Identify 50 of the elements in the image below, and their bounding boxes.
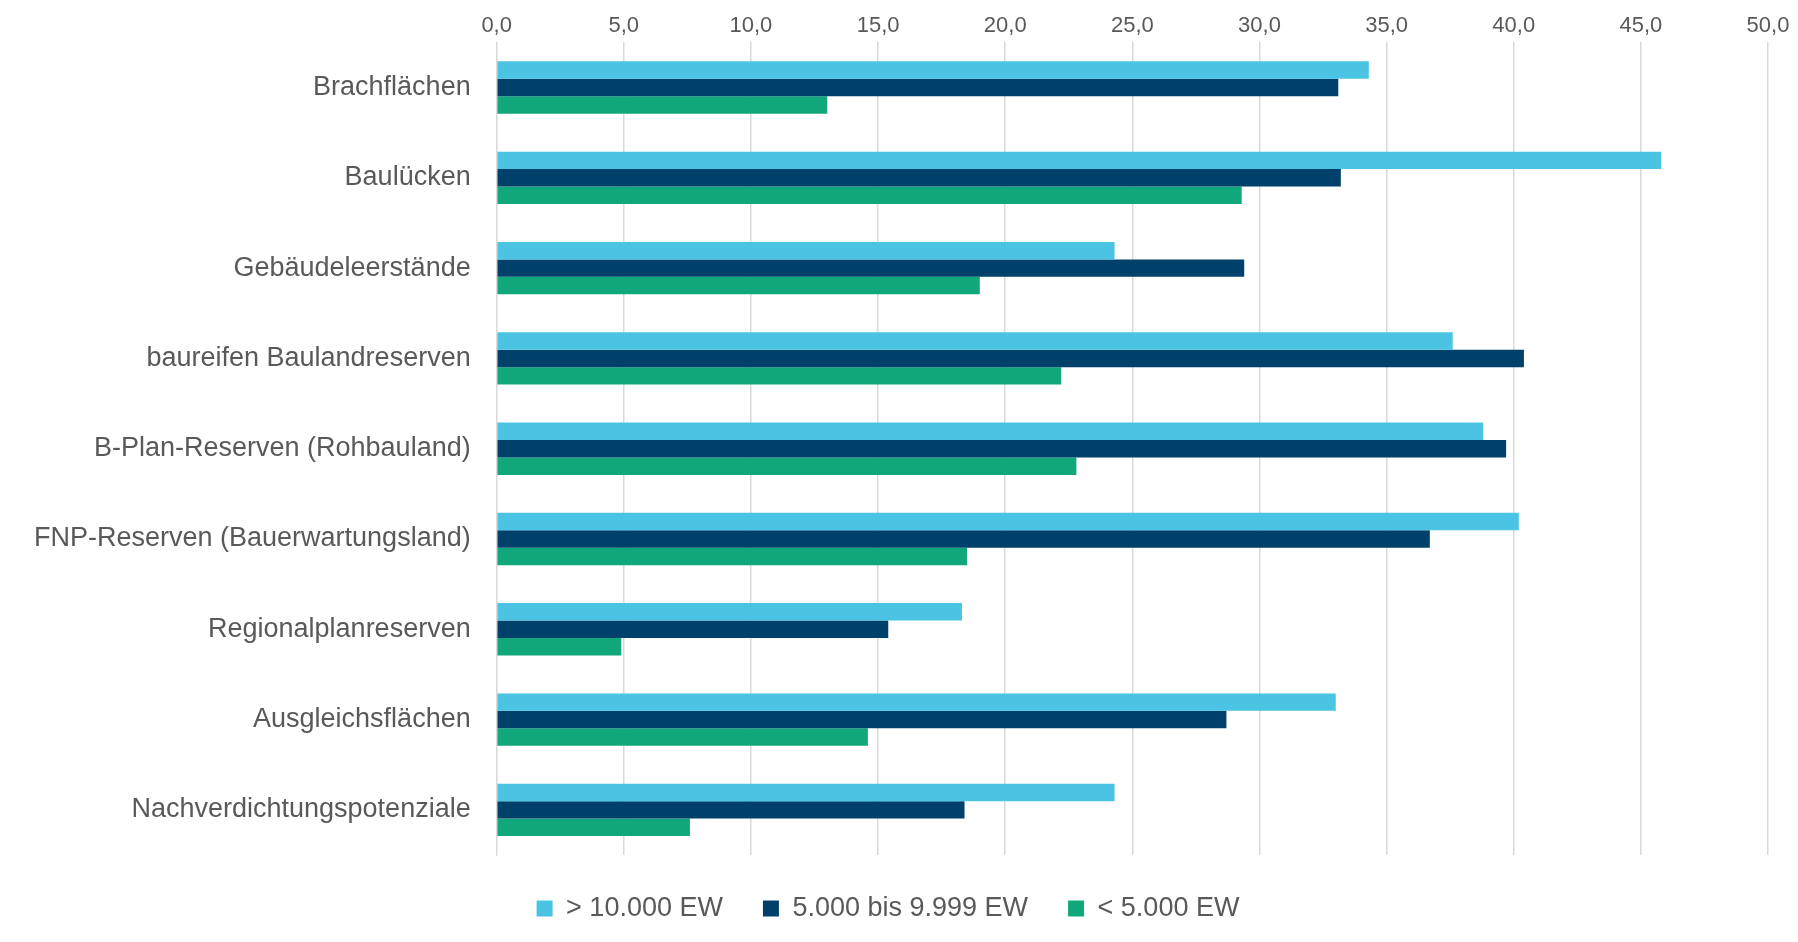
x-tick-label: 20,0 xyxy=(983,12,1027,38)
y-tick-label: baureifen Baulandreserven xyxy=(146,341,471,372)
legend-label: < 5.000 EW xyxy=(1097,891,1240,922)
bar xyxy=(497,78,1339,97)
y-tick-label: Brachflächen xyxy=(313,71,471,101)
x-tick-label: 40,0 xyxy=(1492,12,1536,38)
bar xyxy=(497,186,1242,205)
bar xyxy=(497,603,962,621)
bar xyxy=(497,259,1245,277)
bar xyxy=(497,96,828,114)
bar xyxy=(497,349,1524,368)
bar xyxy=(497,693,1336,711)
y-tick-label: Regionalplanreserven xyxy=(208,612,471,643)
bar xyxy=(497,422,1484,440)
bar xyxy=(497,151,1662,170)
legend-label: 5.000 bis 9.999 EW xyxy=(792,891,1029,922)
bar xyxy=(497,439,1507,458)
y-tick-label: Gebäudeleerstände xyxy=(233,251,471,282)
bar xyxy=(497,457,1077,475)
x-tick-label: 45,0 xyxy=(1619,12,1663,38)
y-tick-label: Baulücken xyxy=(344,161,471,192)
bar xyxy=(497,801,965,819)
y-tick-label: FNP-Reserven (Bauerwartungsland) xyxy=(33,522,471,553)
bar xyxy=(497,530,1430,548)
bar xyxy=(497,169,1341,187)
bar xyxy=(497,512,1519,531)
x-tick-label: 30,0 xyxy=(1238,12,1281,38)
x-tick-label: 15,0 xyxy=(856,12,900,38)
bar xyxy=(497,61,1369,79)
bar xyxy=(497,547,968,566)
y-tick-label: Ausgleichsflächen xyxy=(253,703,471,734)
y-tick-label: Nachverdichtungspotenziale xyxy=(131,793,471,824)
x-tick-label: 0,0 xyxy=(481,12,512,38)
x-tick-label: 25,0 xyxy=(1110,12,1154,38)
bar xyxy=(497,710,1227,729)
y-tick-label: B-Plan-Reserven (Rohbauland) xyxy=(93,432,471,463)
x-tick-label: 35,0 xyxy=(1365,12,1409,38)
bar xyxy=(497,241,1115,260)
bar xyxy=(497,367,1062,385)
x-tick-label: 50,0 xyxy=(1746,12,1790,38)
bar xyxy=(497,638,622,656)
bar xyxy=(497,818,690,837)
bar xyxy=(497,728,868,746)
x-tick-label: 5,0 xyxy=(608,12,640,38)
bar xyxy=(497,276,980,295)
bar xyxy=(497,620,889,639)
x-tick-label: 10,0 xyxy=(729,12,773,38)
legend-label: > 10.000 EW xyxy=(566,891,724,922)
bar xyxy=(497,332,1453,350)
bar xyxy=(497,783,1115,802)
